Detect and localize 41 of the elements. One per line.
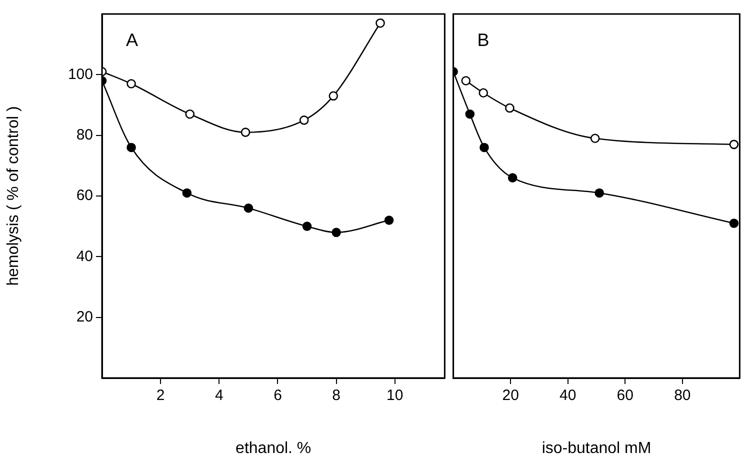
- point: [185, 109, 195, 119]
- annotation: A: [126, 30, 138, 50]
- point: [465, 109, 475, 119]
- y-tick-label: 40: [76, 248, 93, 265]
- x-tick-label: 6: [274, 387, 282, 404]
- y-tick-label: 100: [68, 66, 93, 83]
- point: [729, 140, 739, 150]
- point: [461, 76, 471, 86]
- point: [299, 116, 309, 125]
- x-tick-label: 80: [674, 387, 691, 404]
- y-axis-title: hemolysis ( % of control ): [5, 106, 22, 286]
- x-axis-title: ethanol. %: [236, 440, 312, 457]
- point: [590, 134, 600, 144]
- x-tick-label: 2: [156, 387, 165, 404]
- y-tick-label: 20: [76, 308, 93, 326]
- point: [126, 79, 136, 88]
- y-tick-label: 80: [76, 126, 93, 144]
- point: [332, 228, 341, 238]
- x-tick-label: 60: [616, 387, 634, 404]
- x-tick-label: 8: [332, 387, 340, 404]
- point: [240, 128, 250, 137]
- x-tick-label: 4: [214, 387, 224, 404]
- point: [729, 218, 739, 228]
- point: [376, 18, 385, 28]
- point: [126, 142, 136, 152]
- x-axis-title: iso-butanol mM: [542, 440, 652, 457]
- y-tick-label: 60: [76, 187, 93, 204]
- point: [384, 216, 394, 225]
- point: [508, 173, 518, 182]
- point: [244, 203, 254, 213]
- point: [594, 188, 604, 198]
- point: [480, 142, 489, 152]
- point: [182, 188, 192, 198]
- x-tick-label: 40: [560, 387, 576, 404]
- point: [328, 91, 338, 101]
- point: [505, 103, 514, 113]
- annotation: B: [477, 30, 490, 50]
- x-tick-label: 10: [386, 387, 404, 404]
- x-tick-label: 20: [502, 387, 519, 404]
- point: [302, 222, 312, 231]
- point: [478, 88, 488, 98]
